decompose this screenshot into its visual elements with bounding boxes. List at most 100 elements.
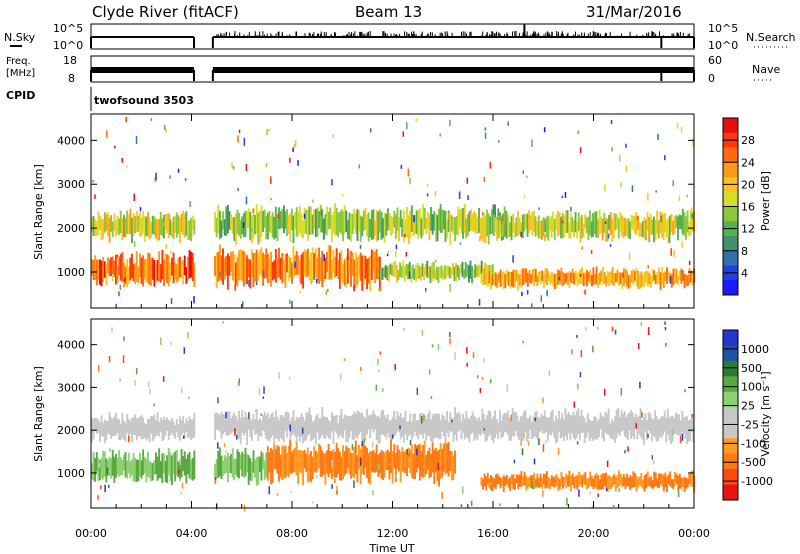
data-column [590,421,593,438]
data-column [451,262,454,275]
data-column [673,216,676,234]
data-column [247,258,250,278]
data-column [145,258,148,283]
x-tick-label: 12:00 [377,527,409,540]
data-column [563,215,566,237]
data-column [480,477,483,486]
data-point [180,491,182,495]
data-column [625,417,628,438]
freq-left-tick-top: 18 [63,54,77,67]
data-column [124,266,127,285]
data-column [627,218,630,238]
data-column [102,450,105,480]
data-column [140,415,143,440]
cpid-value: twofsound 3503 [94,94,194,107]
data-column [324,257,327,280]
data-column [579,474,582,485]
data-column [225,256,228,276]
data-point [223,442,226,448]
data-point [603,388,606,396]
data-column [121,412,124,438]
data-point [294,140,297,147]
data-column [539,220,542,239]
data-column [652,419,655,436]
data-column [380,410,383,435]
data-column [391,416,394,440]
data-column [494,410,497,438]
data-column [669,215,671,236]
data-column [531,269,534,283]
data-column [218,414,221,432]
data-column [179,460,181,481]
data-column [322,453,325,475]
data-point [255,228,258,232]
data-column [676,413,679,436]
data-column [610,418,613,440]
data-column [330,259,333,281]
data-column [546,471,548,488]
data-column [246,211,249,229]
data-column [137,216,140,232]
data-column [183,423,186,439]
data-column [664,212,667,233]
data-column [105,458,108,483]
data-point [363,438,366,443]
data-column [171,418,173,434]
data-column [284,445,287,478]
data-column [590,274,593,287]
data-column [279,257,282,280]
data-column [505,413,508,433]
data-column [555,473,558,486]
nsearch-label: N.Search [746,31,796,44]
data-point [359,457,362,462]
data-point [408,271,411,279]
data-point [341,194,344,197]
data-column [228,410,231,435]
data-column [539,473,542,487]
data-point [379,351,381,355]
data-column [338,415,341,436]
data-point [431,344,434,348]
data-column [302,450,304,486]
data-column [426,260,429,278]
data-point [585,326,587,332]
data-column [407,447,410,469]
data-column [637,216,639,230]
data-point [540,295,543,302]
data-column [408,262,411,279]
data-point [681,488,684,492]
data-column [226,452,229,483]
colorbar-swatch [723,360,738,377]
data-column [582,415,585,433]
data-column [661,266,664,285]
data-column [218,210,221,240]
data-point [402,131,405,137]
data-column [601,218,604,241]
data-point [421,416,423,424]
data-column [292,245,295,278]
data-column [311,421,314,440]
data-column [222,248,225,285]
data-column [286,411,289,438]
data-point [100,485,102,490]
data-column [282,260,285,282]
data-column [477,264,480,278]
data-column [449,214,452,245]
data-column [281,415,284,440]
data-column [102,422,105,437]
data-column [372,449,375,473]
data-column [639,408,642,437]
data-point [501,237,503,241]
data-column [606,475,609,492]
x-tick-label: 00:00 [75,527,107,540]
data-column [314,450,317,473]
data-column [230,454,233,474]
data-point [225,450,227,453]
data-column [521,214,524,239]
data-column [191,252,194,282]
data-column [465,218,468,239]
data-column [670,479,673,488]
data-column [529,415,532,430]
data-column [678,473,681,490]
data-column [490,209,493,235]
